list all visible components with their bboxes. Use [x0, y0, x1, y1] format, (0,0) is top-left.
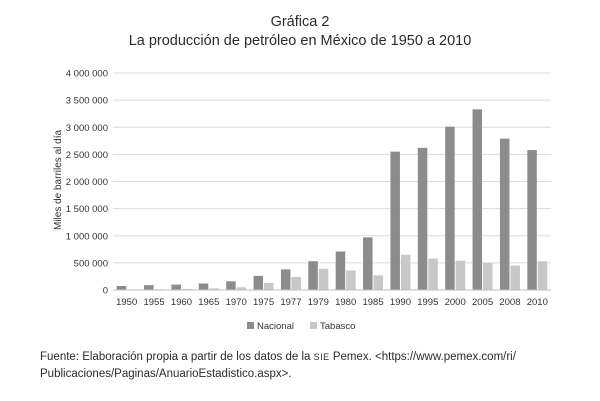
bar-tabasco-1960	[181, 288, 192, 290]
bar-tabasco-1990	[400, 254, 411, 290]
bar-nacional-1985	[363, 237, 373, 290]
bar-tabasco-2010	[537, 261, 548, 290]
y-tick-label: 3 500 000	[66, 96, 108, 107]
gridlines	[113, 72, 551, 264]
bar-tabasco-1965	[209, 288, 219, 290]
y-tick-label: 0	[103, 286, 108, 297]
y-tick-label: 500 000	[74, 258, 108, 269]
bar-tabasco-1970	[236, 287, 247, 290]
y-tick-label: 1 500 000	[66, 204, 108, 215]
source-prefix: Fuente: Elaboración propia a partir de l…	[40, 351, 314, 363]
bar-tabasco-1977	[291, 276, 301, 290]
x-tick-label-2010: 2010	[527, 297, 548, 308]
y-tick-label: 4 000 000	[66, 69, 108, 80]
source-note: Fuente: Elaboración propia a partir de l…	[40, 349, 580, 383]
axes: 0 500 000 1 000 000 1 500 000 2 000 000 2 500…	[66, 69, 551, 308]
source-url: Publicaciones/Paginas/AnuarioEstadistico…	[40, 368, 292, 380]
x-tick-label-1985: 1985	[362, 297, 383, 308]
legend-swatch-nacional	[247, 322, 254, 329]
bar-tabasco-1995	[428, 258, 438, 290]
y-tick-label: 2 500 000	[66, 150, 108, 161]
x-tick-label-1990: 1990	[390, 297, 411, 308]
y-tick-label: 1 000 000	[66, 231, 108, 242]
bar-tabasco-1980	[346, 270, 356, 290]
bars	[116, 109, 548, 291]
source-suffix: Pemex. <https://www.pemex.com/ri/	[329, 351, 516, 363]
bar-chart: 0 500 000 1 000 000 1 500 000 2 000 000 2 500…	[53, 69, 551, 332]
bar-nacional-2000	[445, 126, 455, 291]
x-tick-label-1975: 1975	[253, 297, 274, 308]
bar-tabasco-1979	[318, 268, 329, 290]
bar-nacional-1955	[144, 285, 154, 290]
x-tick-label-2008: 2008	[499, 297, 520, 308]
y-axis-label: Miles de barriles al día	[53, 130, 64, 230]
x-tick-label-1979: 1979	[308, 297, 329, 308]
x-tick-label-1970: 1970	[226, 297, 247, 308]
bar-nacional-1977	[280, 269, 291, 290]
legend: Nacional Tabasco	[247, 321, 355, 332]
legend-swatch-tabasco	[310, 322, 317, 329]
bar-nacional-1970	[226, 281, 236, 290]
bar-nacional-1990	[390, 151, 400, 290]
x-tick-label-2000: 2000	[445, 297, 466, 308]
x-tick-label-1960: 1960	[171, 297, 192, 308]
bar-nacional-1965	[198, 283, 209, 290]
bar-tabasco-2008	[510, 265, 520, 290]
bar-nacional-2005	[472, 109, 483, 290]
y-tick-label: 3 000 000	[66, 123, 108, 134]
bar-nacional-2008	[499, 138, 510, 290]
x-tick-label-2005: 2005	[472, 297, 493, 308]
x-tick-label-1980: 1980	[335, 297, 356, 308]
legend-label-tabasco: Tabasco	[320, 321, 355, 332]
x-tick-label-1977: 1977	[280, 297, 301, 308]
x-tick-label-1955: 1955	[143, 297, 164, 308]
chart-title-line2: La producción de petróleo en México de 1…	[128, 33, 472, 49]
chart-title-line1: Gráfica 2	[270, 14, 330, 30]
bar-tabasco-2005	[483, 262, 493, 291]
bar-nacional-1950	[116, 285, 127, 290]
bar-nacional-2010	[527, 150, 537, 290]
x-tick-label-1965: 1965	[198, 297, 219, 308]
bar-tabasco-1975	[264, 282, 274, 290]
source-agency: SIE	[313, 352, 330, 362]
bar-nacional-1979	[308, 261, 318, 290]
bar-nacional-1960	[171, 284, 181, 290]
y-tick-label: 2 000 000	[66, 177, 108, 188]
x-tick-label-1995: 1995	[417, 297, 438, 308]
bar-nacional-1975	[253, 275, 264, 290]
x-tick-label-1950: 1950	[116, 297, 137, 308]
bar-nacional-1995	[417, 147, 428, 290]
bar-nacional-1980	[335, 251, 346, 290]
bar-tabasco-1985	[373, 275, 384, 290]
legend-label-nacional: Nacional	[257, 321, 294, 332]
bar-tabasco-2000	[455, 260, 466, 290]
